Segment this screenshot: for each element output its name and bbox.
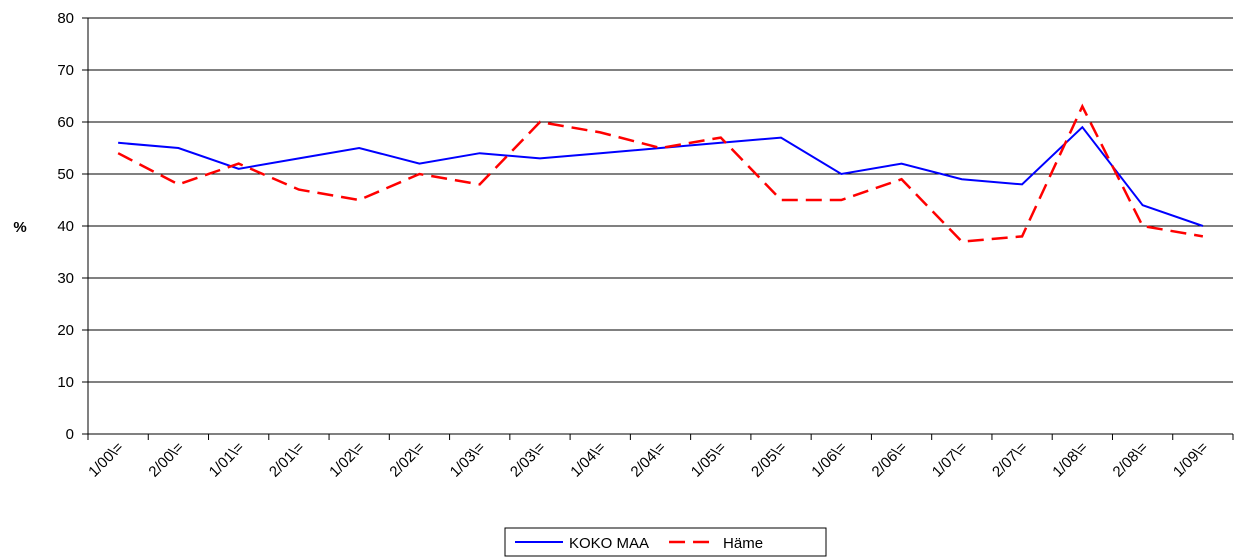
x-tick-label: 1/02\= [326, 439, 368, 481]
x-tick-label: 2/03\= [507, 439, 549, 481]
x-tick-label: 2/08\= [1110, 439, 1152, 481]
x-tick-label: 1/06\= [808, 439, 850, 481]
series-line [118, 125, 1204, 227]
y-tick-label: 70 [57, 62, 74, 79]
x-tick-label: 1/09\= [1170, 439, 1212, 481]
y-tick-label: 80 [57, 10, 74, 27]
x-tick-label: 1/08\= [1049, 439, 1091, 481]
series-line [117, 103, 1204, 243]
x-tick-label: 2/01\= [266, 439, 308, 481]
y-tick-label: 30 [57, 270, 74, 287]
legend-label: KOKO MAA [569, 535, 649, 552]
x-tick-label: 2/06\= [869, 439, 911, 481]
legend-label: Häme [723, 535, 763, 552]
y-tick-label: 10 [57, 374, 74, 391]
x-tick-label: 2/05\= [748, 439, 790, 481]
y-axis-label: % [13, 219, 26, 236]
x-tick-label: 1/04\= [567, 439, 609, 481]
x-tick-label: 1/00\= [85, 439, 127, 481]
x-tick-label: 2/04\= [628, 439, 670, 481]
x-tick-label: 1/05\= [688, 439, 730, 481]
x-tick-label: 1/01\= [206, 439, 248, 481]
x-tick-label: 2/00\= [145, 439, 187, 481]
y-tick-label: 60 [57, 114, 74, 131]
x-tick-label: 1/03\= [447, 439, 489, 481]
y-tick-label: 0 [66, 426, 74, 443]
y-tick-label: 40 [57, 218, 74, 235]
x-tick-label: 2/02\= [386, 439, 428, 481]
x-tick-label: 1/07\= [929, 439, 971, 481]
x-tick-label: 2/07\= [989, 439, 1031, 481]
y-tick-label: 20 [57, 322, 74, 339]
y-tick-label: 50 [57, 166, 74, 183]
